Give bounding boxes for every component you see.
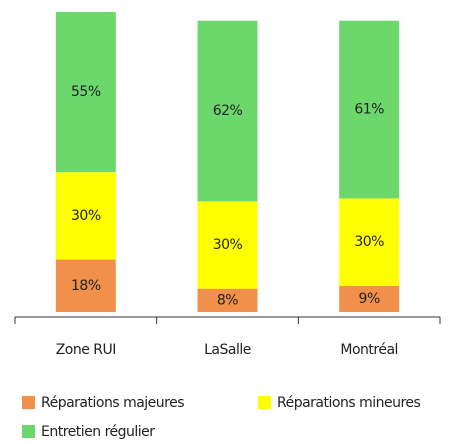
value-label: 30% [213,237,243,253]
bar-segment [55,12,116,173]
bar-segment [339,285,400,312]
value-label: 9% [359,291,380,307]
value-label: 30% [71,208,101,224]
x-tick-label: LaSalle [204,342,251,358]
value-label: 62% [213,103,243,119]
legend-label: Réparations majeures [41,395,184,411]
legend-label: Réparations mineures [277,395,421,411]
x-tick-label: Zone RUI [56,342,116,358]
legend-swatch [22,425,35,438]
bar-segment [339,20,400,199]
bar-segment [197,201,258,289]
legend-label: Entretien régulier [41,424,155,440]
value-label: 61% [354,102,384,118]
bar-segment [197,288,258,312]
value-label: 8% [217,292,238,308]
legend-swatch [22,396,35,409]
bar-segment [55,172,116,260]
bar-segment [55,259,116,312]
value-label: 18% [71,278,101,294]
value-label: 30% [354,234,384,250]
bar-segment [339,198,400,286]
legend-swatch [258,396,271,409]
value-label: 55% [71,84,101,100]
x-tick-label: Montréal [340,342,398,358]
bar-segment [197,20,258,202]
